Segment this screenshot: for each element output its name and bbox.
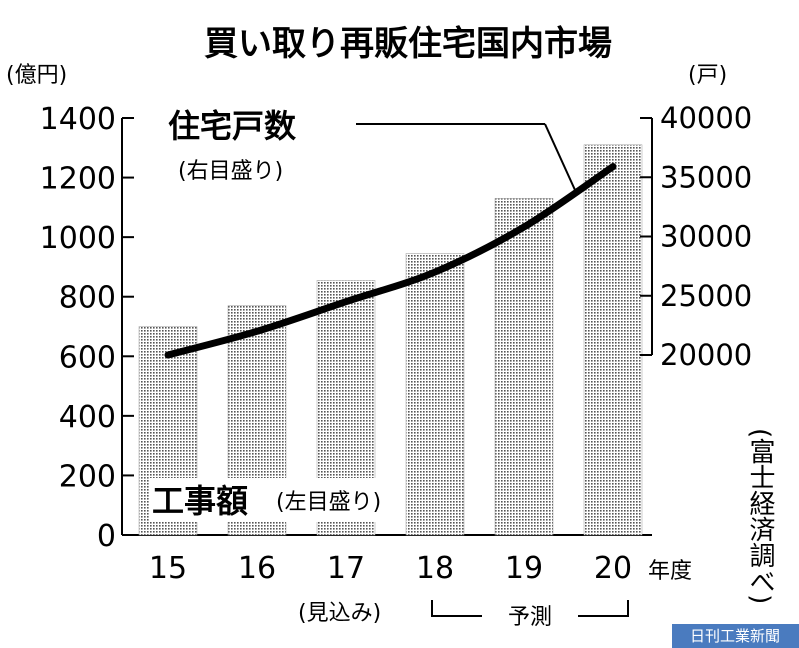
left-tick-label: 1000 (40, 221, 116, 256)
left-tick-label: 1200 (40, 162, 116, 197)
line-label-leader-diagonal (544, 123, 576, 191)
x-category-label: 17 (327, 551, 365, 586)
left-axis-ticks: 0 200 400 600 800 1000 1200 1400 (40, 102, 134, 554)
x-category-label: 18 (416, 551, 454, 586)
bar-20 (583, 144, 643, 536)
left-tick-label: 400 (59, 400, 116, 435)
left-tick-label: 200 (59, 459, 116, 494)
line-point-18 (434, 271, 436, 273)
line-series-name: 住宅戸数 (168, 107, 297, 145)
line-point-17 (345, 301, 347, 303)
bar-label-backdrop (150, 478, 400, 522)
x-category-label: 15 (149, 551, 187, 586)
bar-19 (494, 198, 554, 536)
right-tick-label: 30000 (660, 220, 752, 254)
left-tick-label: 600 (59, 340, 116, 375)
right-tick-label: 35000 (660, 160, 752, 194)
credit-badge (672, 624, 799, 648)
left-tick-label: 800 (59, 281, 116, 316)
x-category-label: 16 (238, 551, 276, 586)
bar-series-axis-note: (左目盛り) (276, 490, 381, 515)
annotation-mikomi: (見込み) (298, 601, 381, 626)
x-category-label: 20 (594, 551, 632, 586)
right-axis-ticks: 20000 25000 30000 35000 40000 (640, 101, 752, 372)
left-tick-label: 1400 (40, 102, 116, 137)
line-series-path (164, 163, 617, 359)
right-tick-label: 40000 (660, 101, 752, 135)
line-series-group (164, 163, 617, 359)
right-axis-unit: (戸) (688, 63, 727, 88)
bar-18 (405, 253, 465, 536)
left-tick-label: 0 (97, 519, 116, 554)
line-point-15 (167, 354, 169, 356)
right-tick-label: 20000 (660, 338, 752, 372)
line-point-19 (523, 226, 525, 228)
right-tick-label: 25000 (660, 279, 752, 313)
bar-series-name: 工事額 (152, 482, 248, 520)
line-point-20 (612, 166, 614, 168)
forecast-bracket (431, 600, 629, 617)
chart-title: 買い取り再販住宅国内市場 (204, 24, 612, 64)
x-axis-suffix: 年度 (648, 559, 692, 584)
line-point-16 (256, 330, 258, 332)
credit-text: 日刊工業新聞 (690, 627, 780, 645)
left-axis-unit: (億円) (6, 63, 67, 88)
annotation-yosoku: 予測 (508, 605, 552, 630)
x-axis-categories: 15 16 17 18 19 20 (149, 551, 632, 586)
x-category-label: 19 (505, 551, 543, 586)
line-series-axis-note: (右目盛り) (178, 159, 283, 184)
source-note: (富士経済調べ) (745, 428, 775, 604)
